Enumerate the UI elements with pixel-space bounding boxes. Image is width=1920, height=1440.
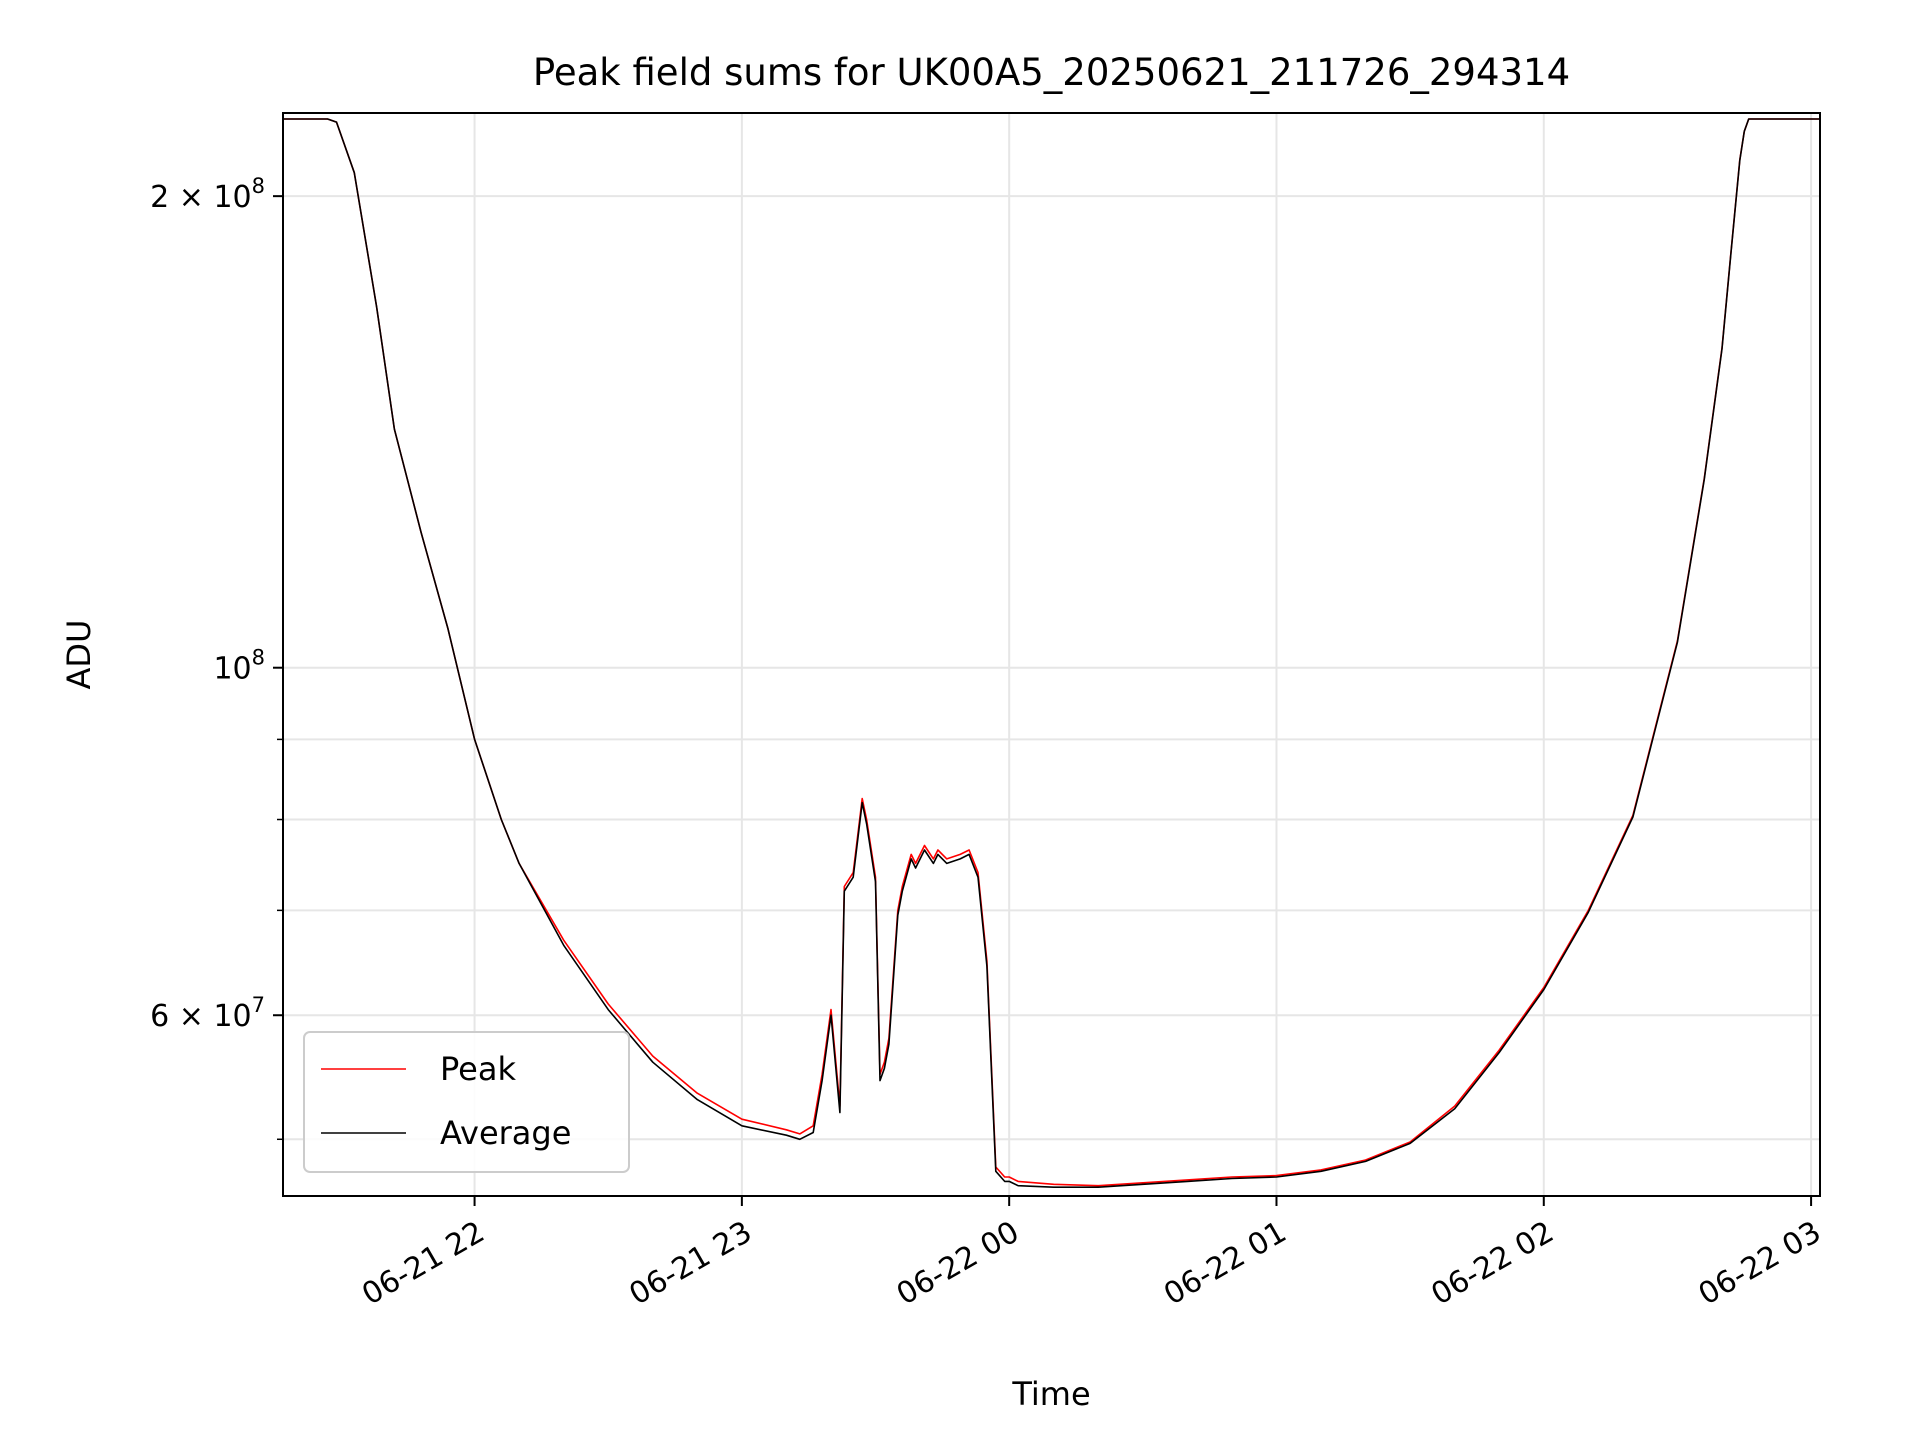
chart-title: Peak field sums for UK00A5_20250621_2117… (533, 51, 1570, 94)
y-tick-exponent: 8 (252, 174, 265, 198)
series-line-average (283, 118, 1820, 1188)
y-tick-mantissa: 2 (150, 180, 169, 215)
y-tick-label: 108 (213, 646, 265, 687)
y-tick-times: × 10 (169, 999, 251, 1034)
legend: Peak Average (303, 1031, 630, 1173)
y-tick-exponent: 7 (252, 993, 265, 1017)
plot-frame (282, 112, 1821, 1197)
legend-label-peak: Peak (440, 1050, 516, 1088)
grid-lines (283, 113, 1820, 1196)
y-tick-label: 6 × 107 (150, 993, 265, 1034)
y-tick-label: 2 × 108 (150, 174, 265, 215)
y-tick-exponent: 8 (252, 646, 265, 670)
x-axis-title: Time (1011, 1375, 1090, 1413)
y-tick-mantissa: 6 (150, 999, 169, 1034)
legend-label-average: Average (440, 1114, 571, 1152)
y-tick-base: 10 (213, 652, 251, 687)
y-tick-times: × 10 (169, 180, 251, 215)
y-axis-title: ADU (60, 620, 98, 690)
series-line-peak (283, 118, 1820, 1187)
legend-box (303, 1031, 630, 1173)
series-lines (283, 118, 1820, 1188)
